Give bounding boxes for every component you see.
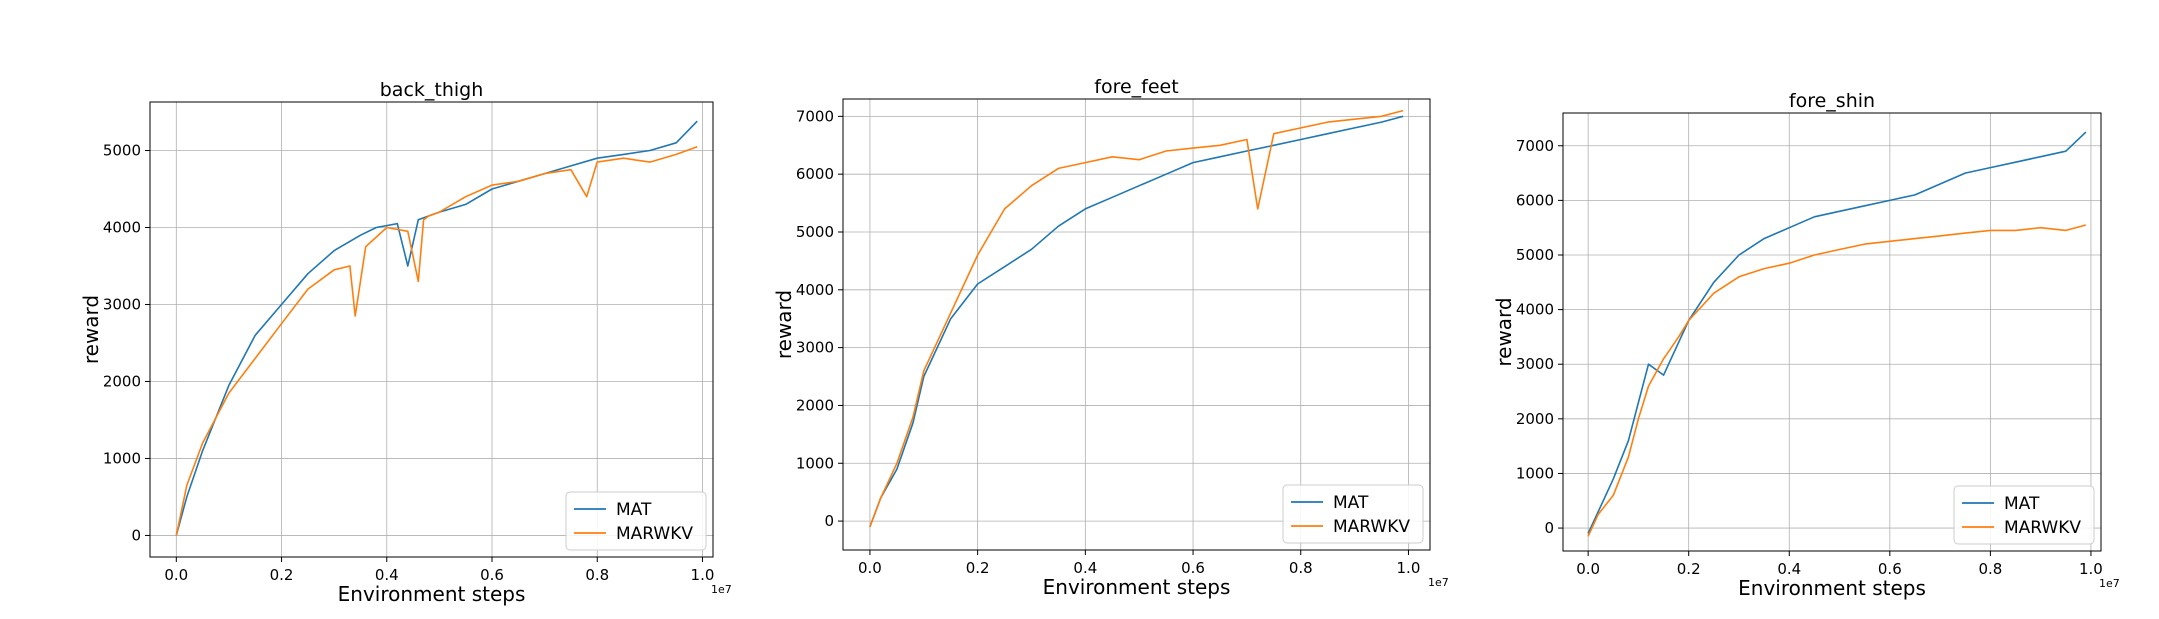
x-tick-label: 0.6	[480, 566, 504, 584]
y-tick-label: 5000	[103, 142, 141, 160]
y-tick-label: 1000	[796, 454, 834, 472]
series-line-marwkv	[1587, 224, 2087, 537]
x-tick-label: 0.8	[1289, 559, 1313, 577]
y-tick-label: 3000	[103, 295, 141, 313]
y-tick-label: 6000	[1516, 191, 1554, 209]
y-tick-label: 3000	[1516, 355, 1554, 373]
legend-label-marwkv: MARWKV	[616, 524, 693, 544]
legend-box	[1953, 485, 2095, 545]
chart-title: fore_feet	[1094, 76, 1178, 98]
y-tick-label: 1000	[103, 449, 141, 467]
chart-fore-shin: 0.0 0.2 0.4 0.6 0.8 1.0 0 1000 2000 3000 4000 5000 6…	[1492, 90, 2120, 600]
y-tick-label: 7000	[796, 107, 834, 125]
x-tick-label: 0.2	[966, 559, 990, 577]
legend-label-marwkv: MARWKV	[1333, 517, 1410, 537]
series-line-marwkv	[175, 145, 698, 536]
x-tick-label: 0.6	[1181, 559, 1205, 577]
chart-fore-feet: 0.0 0.2 0.4 0.6 0.8 1.0 0 1000 2000 3000 4000 5000 6…	[772, 76, 1449, 599]
x-tick-label: 0.8	[1978, 560, 2002, 578]
x-exponent-label: 1e7	[1428, 576, 1449, 589]
x-tick-label: 0.4	[1777, 560, 1801, 578]
chart-title: fore_shin	[1789, 90, 1875, 112]
x-tick-label: 1.0	[2079, 560, 2103, 578]
x-tick-label: 0.6	[1878, 560, 1902, 578]
y-axis-label: reward	[1492, 297, 1516, 366]
legend-label-marwkv: MARWKV	[2004, 518, 2081, 538]
x-axis-label: Environment steps	[338, 582, 526, 606]
legend-box	[565, 491, 707, 551]
y-tick-label: 4000	[1516, 301, 1554, 319]
y-tick-label: 7000	[1516, 137, 1554, 155]
y-tick-label: 4000	[796, 281, 834, 299]
x-tick-label: 0.0	[164, 566, 188, 584]
x-tick-label: 0.4	[1073, 559, 1097, 577]
legend: MAT MARWKV	[1953, 485, 2095, 545]
y-tick-label: 5000	[796, 223, 834, 241]
x-exponent-label: 1e7	[2099, 577, 2120, 590]
y-tick-label: 0	[1544, 519, 1554, 537]
x-tick-label: 0.2	[1677, 560, 1701, 578]
series-line-mat	[869, 115, 1404, 528]
x-tick-label: 1.0	[1397, 559, 1421, 577]
chart-title: back_thigh	[380, 79, 484, 101]
legend-label-mat: MAT	[1333, 493, 1369, 513]
legend-box	[1282, 484, 1424, 544]
y-tick-label: 6000	[796, 165, 834, 183]
y-tick-label: 2000	[103, 372, 141, 390]
x-tick-label: 0.0	[858, 559, 882, 577]
legend: MAT MARWKV	[1282, 484, 1424, 544]
y-tick-label: 3000	[796, 339, 834, 357]
y-tick-label: 2000	[796, 396, 834, 414]
x-axis-label: Environment steps	[1738, 576, 1926, 600]
chart-back-thigh: 0.0 0.2 0.4 0.6 0.8 1.0 0 1000 2000 3000 4000 5000 1…	[79, 79, 732, 606]
legend-label-mat: MAT	[616, 500, 652, 520]
legend-label-mat: MAT	[2004, 494, 2040, 514]
x-tick-label: 0.4	[375, 566, 399, 584]
series-line-marwkv	[869, 109, 1404, 528]
plot-frame	[842, 98, 1431, 551]
x-tick-label: 0.0	[1576, 560, 1600, 578]
series-line-mat	[1587, 131, 2087, 534]
x-tick-label: 1.0	[691, 566, 715, 584]
y-axis-label: reward	[79, 295, 103, 364]
series-line-mat	[175, 120, 698, 536]
x-tick-label: 0.8	[585, 566, 609, 584]
y-tick-label: 5000	[1516, 246, 1554, 264]
x-tick-label: 0.2	[270, 566, 294, 584]
x-exponent-label: 1e7	[711, 583, 732, 596]
y-tick-label: 0	[131, 526, 141, 544]
plot-frame	[1562, 112, 2102, 552]
y-tick-label: 0	[824, 512, 834, 530]
y-tick-label: 4000	[103, 218, 141, 236]
y-tick-label: 2000	[1516, 410, 1554, 428]
plot-frame	[149, 101, 714, 558]
x-axis-label: Environment steps	[1043, 575, 1231, 599]
y-axis-label: reward	[772, 290, 796, 359]
y-tick-label: 1000	[1516, 464, 1554, 482]
legend: MAT MARWKV	[565, 491, 707, 551]
